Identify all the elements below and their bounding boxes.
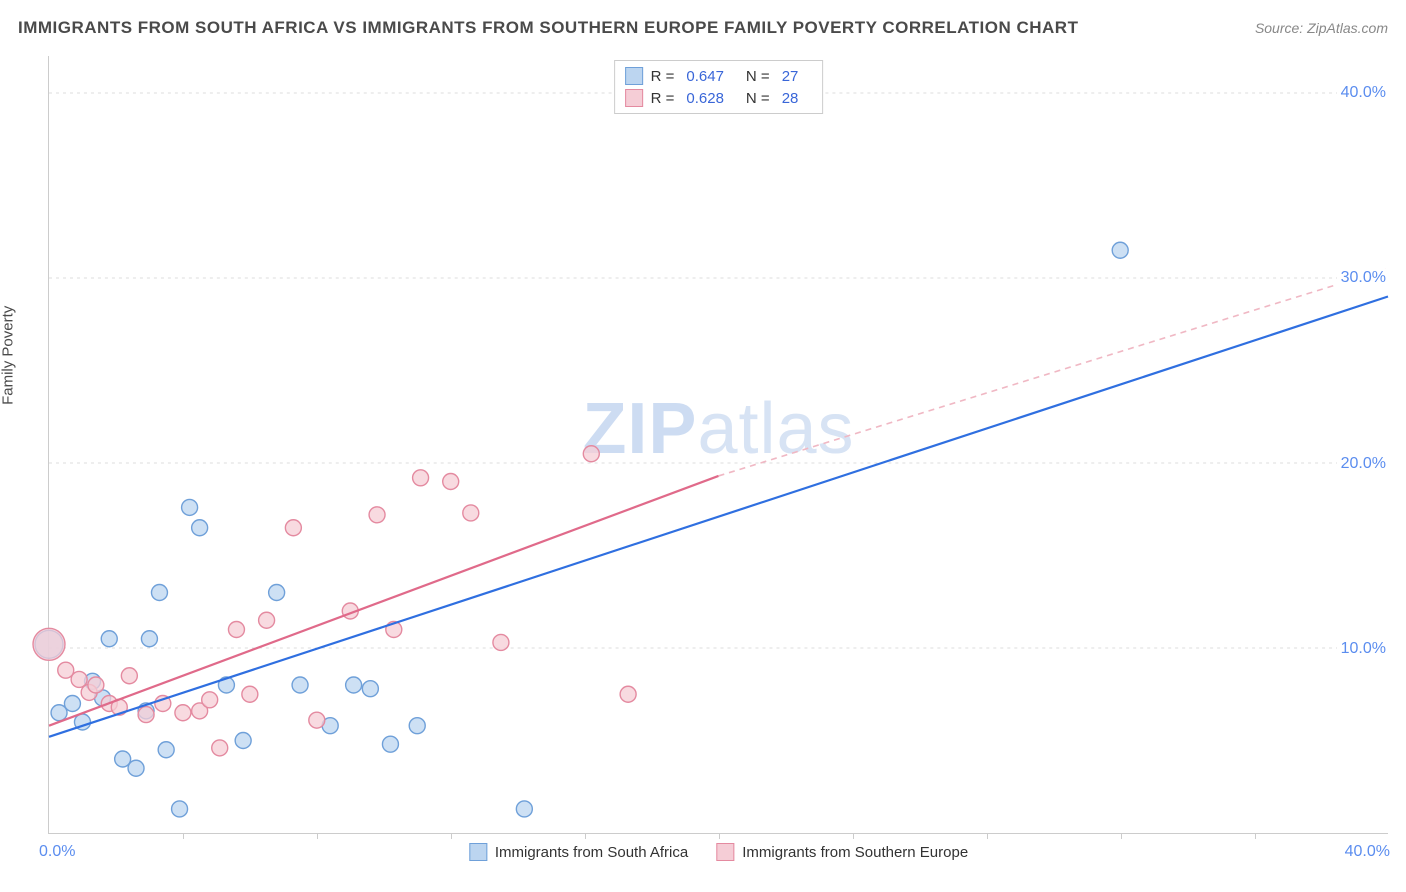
legend-row-series-a: R = 0.647 N = 27 bbox=[625, 65, 813, 87]
point-series-a bbox=[172, 801, 188, 817]
n-label-a: N = bbox=[746, 68, 770, 85]
point-series-b bbox=[493, 634, 509, 650]
x-tick bbox=[853, 833, 854, 839]
x-axis-min-label: 0.0% bbox=[39, 843, 75, 861]
point-series-b bbox=[88, 677, 104, 693]
x-tick bbox=[1255, 833, 1256, 839]
regression-line-series-b-dash bbox=[719, 269, 1389, 476]
point-series-a bbox=[128, 760, 144, 776]
point-series-a bbox=[362, 681, 378, 697]
x-tick bbox=[183, 833, 184, 839]
y-tick-label: 40.0% bbox=[1337, 84, 1390, 102]
y-tick-label: 10.0% bbox=[1337, 640, 1390, 658]
point-series-a bbox=[292, 677, 308, 693]
x-tick bbox=[987, 833, 988, 839]
chart-title: IMMIGRANTS FROM SOUTH AFRICA VS IMMIGRAN… bbox=[18, 18, 1078, 38]
point-series-a bbox=[151, 585, 167, 601]
r-label-a: R = bbox=[651, 68, 675, 85]
point-series-b bbox=[175, 705, 191, 721]
point-series-a bbox=[64, 696, 80, 712]
point-series-a bbox=[101, 631, 117, 647]
point-series-b bbox=[242, 686, 258, 702]
legend-bottom-label-a: Immigrants from South Africa bbox=[495, 844, 688, 861]
legend-bottom-label-b: Immigrants from Southern Europe bbox=[742, 844, 968, 861]
x-tick bbox=[451, 833, 452, 839]
x-axis-max-label: 40.0% bbox=[1345, 843, 1390, 861]
legend-row-series-b: R = 0.628 N = 28 bbox=[625, 87, 813, 109]
n-value-b: 28 bbox=[782, 90, 799, 107]
point-series-b bbox=[138, 707, 154, 723]
legend-bottom-item-a: Immigrants from South Africa bbox=[469, 843, 688, 861]
point-series-b bbox=[309, 712, 325, 728]
point-series-b bbox=[620, 686, 636, 702]
point-series-b bbox=[259, 612, 275, 628]
y-axis-label: Family Poverty bbox=[0, 306, 17, 405]
point-series-b bbox=[463, 505, 479, 521]
point-series-a bbox=[182, 499, 198, 515]
plot-area: ZIPatlas 10.0%20.0%30.0%40.0% 0.0% 40.0%… bbox=[48, 56, 1388, 834]
point-series-a bbox=[192, 520, 208, 536]
x-tick bbox=[317, 833, 318, 839]
x-tick bbox=[1121, 833, 1122, 839]
point-series-a bbox=[409, 718, 425, 734]
point-series-b bbox=[33, 628, 65, 660]
point-series-b bbox=[443, 474, 459, 490]
x-tick bbox=[585, 833, 586, 839]
regression-line-series-a bbox=[49, 297, 1388, 737]
y-tick-label: 30.0% bbox=[1337, 269, 1390, 287]
point-series-a bbox=[346, 677, 362, 693]
n-label-b: N = bbox=[746, 90, 770, 107]
point-series-a bbox=[1112, 242, 1128, 258]
point-series-a bbox=[235, 733, 251, 749]
point-series-a bbox=[141, 631, 157, 647]
point-series-b bbox=[369, 507, 385, 523]
r-value-a: 0.647 bbox=[686, 68, 724, 85]
x-tick bbox=[719, 833, 720, 839]
legend-top: R = 0.647 N = 27 R = 0.628 N = 28 bbox=[614, 60, 824, 114]
point-series-b bbox=[202, 692, 218, 708]
point-series-b bbox=[583, 446, 599, 462]
swatch-bottom-a bbox=[469, 843, 487, 861]
legend-bottom: Immigrants from South Africa Immigrants … bbox=[469, 843, 968, 861]
r-value-b: 0.628 bbox=[686, 90, 724, 107]
legend-bottom-item-b: Immigrants from Southern Europe bbox=[716, 843, 968, 861]
point-series-b bbox=[413, 470, 429, 486]
point-series-b bbox=[121, 668, 137, 684]
point-series-b bbox=[212, 740, 228, 756]
point-series-b bbox=[285, 520, 301, 536]
y-tick-label: 20.0% bbox=[1337, 455, 1390, 473]
point-series-a bbox=[269, 585, 285, 601]
swatch-series-a bbox=[625, 67, 643, 85]
point-series-a bbox=[382, 736, 398, 752]
swatch-bottom-b bbox=[716, 843, 734, 861]
point-series-a bbox=[158, 742, 174, 758]
title-bar: IMMIGRANTS FROM SOUTH AFRICA VS IMMIGRAN… bbox=[18, 18, 1388, 38]
swatch-series-b bbox=[625, 89, 643, 107]
source-label: Source: ZipAtlas.com bbox=[1255, 20, 1388, 36]
chart-svg bbox=[49, 56, 1388, 833]
point-series-b bbox=[228, 622, 244, 638]
r-label-b: R = bbox=[651, 90, 675, 107]
point-series-a bbox=[516, 801, 532, 817]
n-value-a: 27 bbox=[782, 68, 799, 85]
